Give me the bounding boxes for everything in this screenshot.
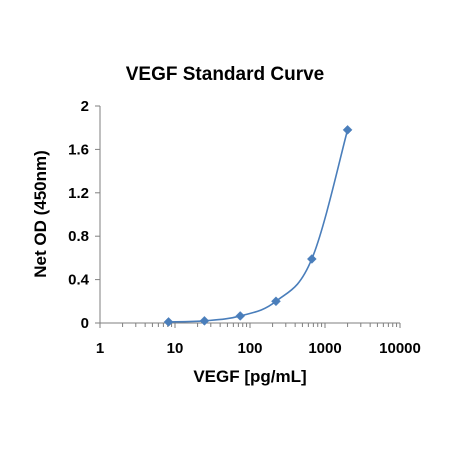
x-tick-label: 1000	[308, 340, 341, 357]
y-tick-label: 2	[81, 98, 89, 115]
plot-area: 0 0.4 0.8 1.2 1.6 2 1 10 100 1000 10000	[68, 98, 421, 357]
data-markers	[163, 125, 353, 327]
tick-labels: 0 0.4 0.8 1.2 1.6 2 1 10 100 1000 10000	[68, 98, 421, 357]
y-tick-label: 0	[81, 315, 89, 332]
data-point	[235, 311, 246, 321]
x-tick-label: 10000	[379, 340, 421, 357]
chart-title: VEGF Standard Curve	[126, 64, 325, 85]
ticks	[95, 105, 401, 328]
data-point	[163, 317, 174, 327]
data-point	[306, 254, 317, 264]
y-axis-label: Net OD (450nm)	[31, 150, 50, 278]
y-tick-label: 0.4	[68, 272, 90, 289]
series-line	[168, 129, 349, 323]
y-tick-label: 0.8	[68, 228, 89, 245]
x-tick-label: 1	[96, 340, 104, 357]
y-tick-label: 1.2	[68, 185, 89, 202]
data-point	[271, 296, 281, 307]
data-point	[342, 125, 353, 135]
x-axis-label: VEGF [pg/mL]	[193, 367, 306, 386]
y-tick-label: 1.6	[68, 141, 89, 158]
x-tick-label: 100	[237, 340, 262, 357]
data-point	[199, 315, 210, 326]
x-tick-label: 10	[167, 340, 184, 357]
